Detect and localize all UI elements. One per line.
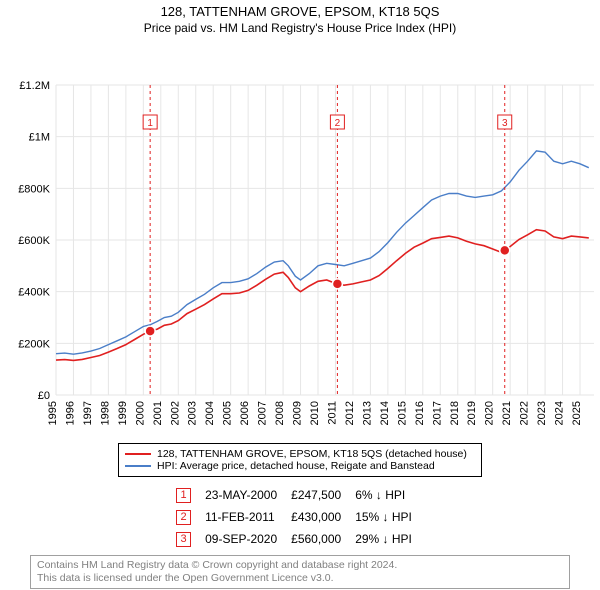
sales-row: 2 11-FEB-2011£430,00015% ↓ HPI [176,507,424,527]
sale-index-box: 1 [176,488,191,503]
x-tick-label: 2012 [344,401,356,425]
chart-subtitle: Price paid vs. HM Land Registry's House … [0,21,600,35]
sales-table: 1 23-MAY-2000£247,5006% ↓ HPI 2 11-FEB-2011… [174,483,426,551]
x-tick-label: 2014 [379,401,391,425]
footer-line-1: Contains HM Land Registry data © Crown c… [37,559,563,572]
x-tick-label: 2011 [326,401,338,425]
chart-title: 128, TATTENHAM GROVE, EPSOM, KT18 5QS [0,4,600,19]
sale-index-box: 3 [176,532,191,547]
sale-hpi-delta: 29% ↓ HPI [355,529,424,549]
y-tick-label: £800K [18,183,50,195]
sale-marker-label: 2 [335,118,341,129]
x-tick-label: 2006 [239,401,251,425]
sale-price: £430,000 [291,507,353,527]
x-tick-label: 2023 [536,401,548,425]
sale-marker-label: 3 [502,118,508,129]
footer-line-2: This data is licensed under the Open Gov… [37,572,563,585]
legend-item: HPI: Average price, detached house, Reig… [125,460,475,472]
sale-hpi-delta: 15% ↓ HPI [355,507,424,527]
x-tick-label: 2019 [466,401,478,425]
sales-row: 3 09-SEP-2020£560,00029% ↓ HPI [176,529,424,549]
sale-price: £247,500 [291,485,353,505]
y-tick-label: £600K [18,235,50,247]
x-tick-label: 2021 [501,401,513,425]
x-tick-label: 2005 [222,401,234,425]
x-tick-label: 2000 [134,401,146,425]
x-tick-label: 2016 [414,401,426,425]
sale-hpi-delta: 6% ↓ HPI [355,485,424,505]
x-tick-label: 2003 [187,401,199,425]
sale-date: 09-SEP-2020 [205,529,289,549]
x-tick-label: 2004 [204,401,216,425]
y-tick-label: £400K [18,287,50,299]
x-tick-label: 2015 [396,401,408,425]
x-tick-label: 1997 [82,401,94,425]
legend: 128, TATTENHAM GROVE, EPSOM, KT18 5QS (d… [118,443,482,477]
x-tick-label: 2001 [152,401,164,425]
x-tick-label: 2025 [571,401,583,425]
x-tick-label: 2018 [449,401,461,425]
y-tick-label: £1.2M [19,80,50,92]
x-tick-label: 1995 [47,401,59,425]
x-tick-label: 2002 [169,401,181,425]
y-tick-label: £1M [29,132,50,144]
sale-marker-label: 1 [147,118,153,129]
x-tick-label: 2022 [519,401,531,425]
y-tick-label: £200K [18,338,50,350]
sale-date: 23-MAY-2000 [205,485,289,505]
legend-swatch [125,465,151,467]
legend-label: HPI: Average price, detached house, Reig… [157,460,435,472]
x-tick-label: 2009 [292,401,304,425]
x-tick-label: 2013 [361,401,373,425]
x-tick-label: 2020 [484,401,496,425]
x-tick-label: 1998 [99,401,111,425]
x-tick-label: 1996 [64,401,76,425]
x-tick-label: 1999 [117,401,129,425]
footer-attribution: Contains HM Land Registry data © Crown c… [30,555,570,589]
x-tick-label: 2024 [554,401,566,425]
sale-date: 11-FEB-2011 [205,507,289,527]
sales-row: 1 23-MAY-2000£247,5006% ↓ HPI [176,485,424,505]
x-tick-label: 2007 [257,401,269,425]
legend-label: 128, TATTENHAM GROVE, EPSOM, KT18 5QS (d… [157,448,467,460]
price-chart: £0 £200K £400K £600K £800K £1M £1.2M 1995 1996 19… [0,35,600,443]
sale-price: £560,000 [291,529,353,549]
x-tick-label: 2017 [431,401,443,425]
y-tick-label: £0 [38,390,50,402]
sale-index-box: 2 [176,510,191,525]
x-tick-label: 2010 [309,401,321,425]
legend-item: 128, TATTENHAM GROVE, EPSOM, KT18 5QS (d… [125,448,475,460]
legend-swatch [125,453,151,455]
x-tick-label: 2008 [274,401,286,425]
